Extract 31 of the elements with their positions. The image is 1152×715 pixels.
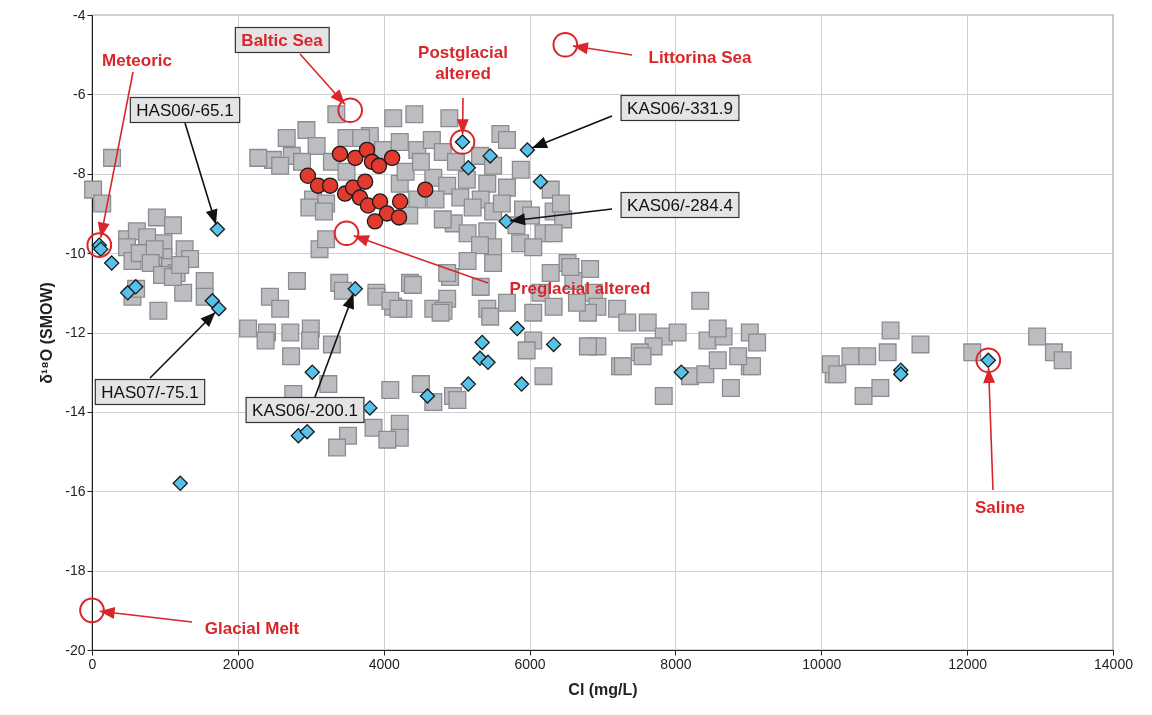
x-tick-label: 2000 <box>222 655 255 672</box>
y-tick-label: -8 <box>73 165 86 182</box>
annotation: Preglacial altered <box>509 278 651 298</box>
x-tick-label: 14000 <box>1094 655 1134 672</box>
x-tick-label: 0 <box>88 655 97 672</box>
annotation: Baltic Sea <box>241 30 324 50</box>
x-tick-label: 12000 <box>948 655 988 672</box>
annotation: KAS06/-200.1 <box>252 400 358 420</box>
x-tick-label: 8000 <box>660 655 692 672</box>
annotation: Saline <box>974 497 1026 517</box>
annotation: Postglacial altered <box>418 42 508 82</box>
annotation: Glacial Melt <box>204 618 300 638</box>
x-tick-label: 4000 <box>368 655 400 672</box>
y-tick-label: -10 <box>65 244 86 261</box>
annotation: Meteoric <box>102 50 172 70</box>
annotation: HAS06/-65.1 <box>136 100 234 120</box>
x-tick-label: 6000 <box>514 655 546 672</box>
annotation: Littorina Sea <box>648 47 753 67</box>
y-tick-label: -12 <box>65 324 86 340</box>
y-tick-label: -16 <box>65 482 86 499</box>
y-tick-label: -4 <box>73 6 86 23</box>
annotation: KAS06/-284.4 <box>627 195 733 215</box>
annotation: KAS06/-331.9 <box>627 98 733 118</box>
y-axis-title: δ¹⁸O (SMOW) <box>38 282 56 384</box>
x-axis-title: Cl (mg/L) <box>568 680 638 698</box>
y-tick-label: -18 <box>65 562 86 579</box>
y-tick-label: -20 <box>65 641 86 658</box>
y-tick-label: -6 <box>73 85 86 102</box>
y-tick-label: -14 <box>65 403 86 420</box>
annotation: HAS07/-75.1 <box>101 382 199 402</box>
x-tick-label: 10000 <box>802 655 842 672</box>
